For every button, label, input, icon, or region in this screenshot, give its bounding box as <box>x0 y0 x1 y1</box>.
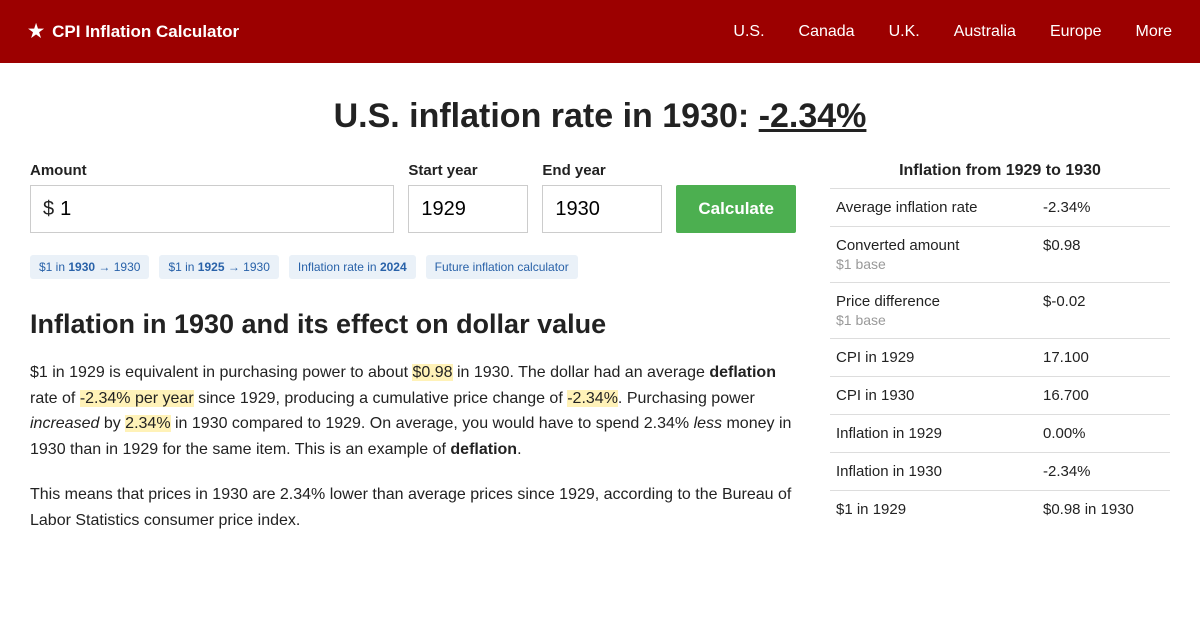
start-year-field: Start year <box>408 162 528 233</box>
stat-value: $0.98 <box>1023 227 1170 283</box>
stat-label: Average inflation rate <box>830 189 1023 227</box>
table-row: Inflation in 1930-2.34% <box>830 453 1170 491</box>
table-row: CPI in 193016.700 <box>830 377 1170 415</box>
table-row: Inflation in 19290.00% <box>830 415 1170 453</box>
stat-value: -2.34% <box>1023 453 1170 491</box>
end-year-field: End year <box>542 162 662 233</box>
nav-link-uk[interactable]: U.K. <box>889 23 920 41</box>
end-year-label: End year <box>542 162 662 179</box>
stat-label: CPI in 1930 <box>830 377 1023 415</box>
tag-2024[interactable]: Inflation rate in 2024 <box>289 255 416 279</box>
stat-label: $1 in 1929 <box>830 491 1023 529</box>
stat-value: 16.700 <box>1023 377 1170 415</box>
currency-symbol: $ <box>43 198 54 221</box>
stats-table: Average inflation rate-2.34%Converted am… <box>830 188 1170 528</box>
end-year-input[interactable] <box>555 198 649 221</box>
navbar: ★ CPI Inflation Calculator U.S. Canada U… <box>0 0 1200 63</box>
stat-sublabel: $1 base <box>836 312 1017 328</box>
stat-label: Inflation in 1929 <box>830 415 1023 453</box>
end-year-box[interactable] <box>542 185 662 233</box>
brand-name: CPI Inflation Calculator <box>52 22 239 42</box>
stat-label: Price difference$1 base <box>830 283 1023 339</box>
stat-value: $-0.02 <box>1023 283 1170 339</box>
stat-value: 17.100 <box>1023 339 1170 377</box>
nav-links: U.S. Canada U.K. Australia Europe More <box>733 23 1172 41</box>
start-year-box[interactable] <box>408 185 528 233</box>
table-row: Average inflation rate-2.34% <box>830 189 1170 227</box>
section-heading: Inflation in 1930 and its effect on doll… <box>30 309 796 340</box>
start-year-label: Start year <box>408 162 528 179</box>
star-icon: ★ <box>28 21 44 42</box>
nav-link-europe[interactable]: Europe <box>1050 23 1102 41</box>
stat-value: 0.00% <box>1023 415 1170 453</box>
nav-link-australia[interactable]: Australia <box>954 23 1016 41</box>
amount-field: Amount $ <box>30 162 394 233</box>
title-prefix: U.S. inflation rate in 1930: <box>334 97 759 135</box>
calculator-form: Amount $ Start year End year Calculate <box>30 162 796 233</box>
tag-1930[interactable]: $1 in 1930 → 1930 <box>30 255 149 279</box>
page-title: U.S. inflation rate in 1930: -2.34% <box>0 97 1200 136</box>
stat-sublabel: $1 base <box>836 256 1017 272</box>
stat-value: $0.98 in 1930 <box>1023 491 1170 529</box>
table-row: CPI in 192917.100 <box>830 339 1170 377</box>
main-column: Amount $ Start year End year Calculate <box>30 162 796 554</box>
brand[interactable]: ★ CPI Inflation Calculator <box>28 21 239 42</box>
sidebar-title: Inflation from 1929 to 1930 <box>830 162 1170 188</box>
stat-label: Inflation in 1930 <box>830 453 1023 491</box>
quick-links: $1 in 1930 → 1930 $1 in 1925 → 1930 Infl… <box>30 255 796 279</box>
paragraph-2: This means that prices in 1930 are 2.34%… <box>30 482 796 533</box>
tag-future[interactable]: Future inflation calculator <box>426 255 578 279</box>
start-year-input[interactable] <box>421 198 515 221</box>
stat-label: CPI in 1929 <box>830 339 1023 377</box>
amount-label: Amount <box>30 162 394 179</box>
headline-rate: -2.34% <box>759 97 867 135</box>
table-row: $1 in 1929$0.98 in 1930 <box>830 491 1170 529</box>
stat-value: -2.34% <box>1023 189 1170 227</box>
table-row: Price difference$1 base$-0.02 <box>830 283 1170 339</box>
paragraph-1: $1 in 1929 is equivalent in purchasing p… <box>30 360 796 462</box>
amount-input[interactable] <box>60 198 381 221</box>
calculate-button[interactable]: Calculate <box>676 185 796 233</box>
nav-link-us[interactable]: U.S. <box>733 23 764 41</box>
table-row: Converted amount$1 base$0.98 <box>830 227 1170 283</box>
amount-input-box[interactable]: $ <box>30 185 394 233</box>
sidebar: Inflation from 1929 to 1930 Average infl… <box>830 162 1170 554</box>
nav-link-canada[interactable]: Canada <box>799 23 855 41</box>
tag-1925[interactable]: $1 in 1925 → 1930 <box>159 255 278 279</box>
stat-label: Converted amount$1 base <box>830 227 1023 283</box>
nav-link-more[interactable]: More <box>1136 23 1172 41</box>
